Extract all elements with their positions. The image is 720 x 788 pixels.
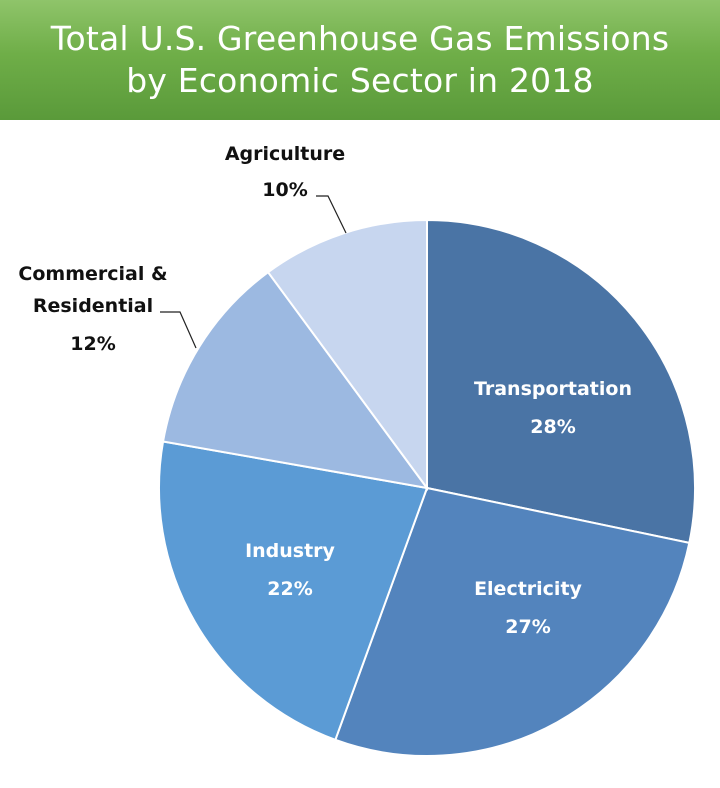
slice-label-agriculture: Agriculture xyxy=(225,143,345,165)
slice-value-industry: 22% xyxy=(267,578,312,600)
slice-label-industry: Industry xyxy=(245,540,335,562)
slice-value-transportation: 28% xyxy=(530,416,575,438)
chart-title-banner: Total U.S. Greenhouse Gas Emissions by E… xyxy=(0,0,720,120)
slice-label-commercial-residential-line-2: Residential xyxy=(33,295,153,317)
pie-slice-electricity xyxy=(334,486,691,758)
pie-slice-commercial-residential xyxy=(161,270,430,490)
slice-value-commercial-residential: 12% xyxy=(70,333,115,355)
slice-label-transportation: Transportation xyxy=(474,378,632,400)
pie-slice-transportation xyxy=(426,218,696,545)
pie-slice-agriculture xyxy=(266,218,428,492)
leader-line-commercial-residential xyxy=(160,311,197,349)
slice-label-commercial-residential-line-1: Commercial & xyxy=(18,263,167,285)
pie-slice-industry xyxy=(158,440,429,742)
slice-label-electricity: Electricity xyxy=(474,578,582,600)
slice-value-electricity: 27% xyxy=(505,616,550,638)
pie-chart: Transportation 28% Electricity 27% Industry 2… xyxy=(18,143,696,758)
chart-title-line-2: by Economic Sector in 2018 xyxy=(126,61,594,100)
chart-title-line-1: Total U.S. Greenhouse Gas Emissions xyxy=(50,19,670,58)
leader-line-agriculture xyxy=(316,195,347,234)
slice-value-agriculture: 10% xyxy=(262,179,307,201)
